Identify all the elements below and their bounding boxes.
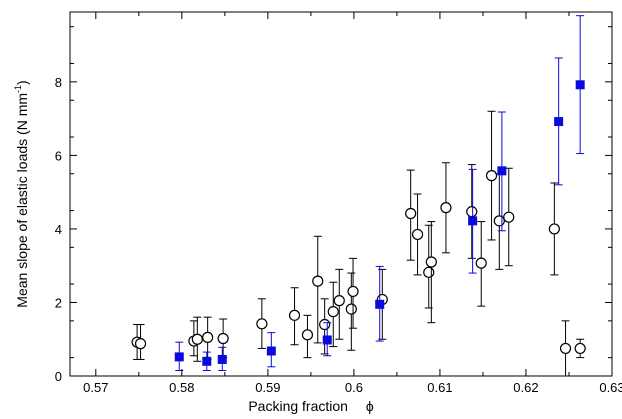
data-point <box>327 306 339 318</box>
x-tick-label: 0.57 <box>83 380 108 395</box>
y-axis-label-text: Mean slope of elastic loads (N mm <box>14 93 30 308</box>
data-point <box>256 318 268 330</box>
data-point <box>312 275 324 287</box>
data-point <box>347 285 359 298</box>
data-point <box>345 303 357 315</box>
data-point <box>574 342 586 355</box>
x-tick-label: 0.59 <box>255 380 280 395</box>
data-point <box>405 207 417 220</box>
y-axis-label: Mean slope of elastic loads (N mm-1) <box>13 80 30 307</box>
data-point <box>468 216 478 226</box>
x-tick-label: 0.6 <box>345 380 363 395</box>
data-point <box>217 354 227 364</box>
x-tick-label: 0.63 <box>599 380 622 395</box>
x-tick-label: 0.62 <box>513 380 538 395</box>
data-point <box>174 352 184 362</box>
data-point <box>466 206 478 218</box>
y-tick-label: 0 <box>55 369 62 384</box>
data-point <box>288 309 301 321</box>
series-1 <box>131 110 586 377</box>
y-axis-label-close: ) <box>14 80 30 85</box>
data-point <box>322 335 332 345</box>
data-point <box>493 215 505 227</box>
y-tick-label: 2 <box>55 295 62 310</box>
y-tick-label: 4 <box>55 222 62 237</box>
data-point <box>425 256 437 268</box>
data-point <box>440 202 452 214</box>
x-axis-label-text: Packing fraction <box>248 398 348 414</box>
data-point <box>497 166 507 176</box>
data-point <box>202 331 214 343</box>
plot-marks <box>131 15 586 377</box>
data-point <box>319 318 331 331</box>
data-point <box>475 257 487 269</box>
data-point <box>266 346 276 356</box>
x-tick-label: 0.58 <box>169 380 194 395</box>
data-point <box>554 117 564 127</box>
series-2 <box>174 15 585 371</box>
data-point <box>301 329 314 341</box>
y-tick-label: 8 <box>55 75 62 90</box>
data-point <box>134 338 147 350</box>
y-axis-label-superscript: -1 <box>13 85 23 93</box>
data-point <box>333 295 345 307</box>
plot-frame <box>69 11 613 377</box>
data-point <box>375 299 385 309</box>
data-point <box>575 80 585 90</box>
x-axis-label: Packing fraction ϕ <box>248 398 374 414</box>
data-point <box>217 332 229 345</box>
data-point <box>202 356 212 366</box>
data-point <box>423 266 435 278</box>
data-point <box>411 228 424 241</box>
data-point <box>191 333 203 345</box>
axis-ticks: 0.57 0.58 0.59 0.6 0.61 0.62 0.63 0 2 4 6 8 <box>55 12 622 395</box>
x-axis-label-symbol: ϕ <box>366 398 374 414</box>
data-point <box>548 223 560 235</box>
data-point <box>559 342 572 355</box>
data-point <box>503 211 515 223</box>
y-tick-label: 6 <box>55 148 62 163</box>
data-point <box>485 170 498 182</box>
x-tick-label: 0.61 <box>427 380 452 395</box>
